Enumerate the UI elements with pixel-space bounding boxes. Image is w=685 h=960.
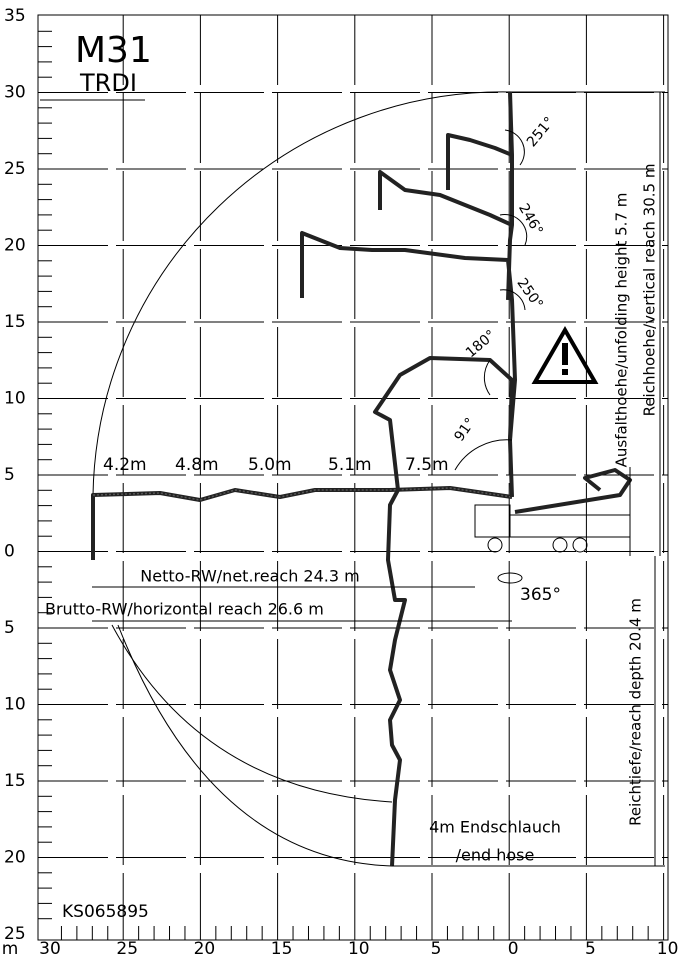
x-axis-label: 10 xyxy=(657,939,679,959)
boom-hatch xyxy=(92,487,513,501)
grid xyxy=(38,15,668,940)
truck xyxy=(474,468,632,553)
boom-pos-1 xyxy=(446,133,514,225)
depth-arc xyxy=(111,624,393,803)
section-length: 7.5m xyxy=(405,455,449,475)
boom-depth xyxy=(373,356,514,867)
reach-arc xyxy=(92,91,513,496)
x-axis-label: 25 xyxy=(116,939,138,959)
wheel xyxy=(572,537,588,553)
rotation-symbol xyxy=(497,572,523,584)
x-axis-label: 0 xyxy=(508,939,519,959)
wheel xyxy=(552,537,568,553)
variant: TRDI xyxy=(79,69,137,97)
x-axis-label: 10 xyxy=(348,939,370,959)
boom-horizontal xyxy=(91,486,513,560)
angle-arc xyxy=(454,439,513,471)
angle-arc xyxy=(499,214,528,246)
angle-arc xyxy=(483,359,491,396)
y-axis-label: 5 xyxy=(4,465,15,485)
y-axis-label: 25 xyxy=(4,159,26,179)
chassis xyxy=(509,514,631,538)
angle: 246° xyxy=(515,201,546,238)
end-hose: /end hose xyxy=(456,846,535,865)
y-axis-label: 35 xyxy=(4,6,26,26)
boom-top xyxy=(508,91,514,156)
section-length: 4.2m xyxy=(103,455,147,475)
y-axis-label: 10 xyxy=(4,389,26,409)
boom-pos-2 xyxy=(378,170,514,301)
vertical-reach: Reichhoehe/vertical reach 30.5 m xyxy=(641,164,659,417)
wheel xyxy=(487,537,503,553)
boom-pos-3 xyxy=(300,231,517,441)
end-hose: 4m Endschlauch xyxy=(429,818,561,837)
cab xyxy=(474,504,511,538)
y-axis-label: 0 xyxy=(4,542,15,562)
x-axis-label: 15 xyxy=(271,939,293,959)
x-axis-label: 30 xyxy=(39,939,61,959)
section-length: 4.8m xyxy=(175,455,219,475)
angle: 91° xyxy=(451,415,478,445)
folded-boom xyxy=(514,468,632,514)
angle: 250° xyxy=(513,275,545,312)
y-axis-label: 10 xyxy=(4,695,26,715)
y-axis-label: 25 xyxy=(4,924,26,944)
x-axis-label: m xyxy=(2,939,19,959)
y-axis-label: 15 xyxy=(4,771,26,791)
reach-depth: Reichtiefe/reach depth 20.4 m xyxy=(627,598,645,826)
angle-arc xyxy=(499,289,526,311)
unfolding-height: Ausfalthoehe/unfolding height 5.7 m xyxy=(613,193,631,468)
y-axis-label: 5 xyxy=(4,618,15,638)
x-axis-label: 20 xyxy=(194,939,216,959)
x-axis-label: 5 xyxy=(431,939,442,959)
depth-arc-outer xyxy=(117,624,393,867)
angle: 180° xyxy=(463,327,499,361)
net-reach: Netto-RW/net.reach 24.3 m xyxy=(140,567,359,586)
warning-triangle xyxy=(531,325,599,384)
y-axis-label: 15 xyxy=(4,312,26,332)
rotation: 365° xyxy=(520,585,561,605)
angle-arc xyxy=(504,129,525,166)
model: M31 xyxy=(75,30,152,71)
warning-dot xyxy=(562,369,568,375)
section-length: 5.1m xyxy=(328,455,372,475)
drawing-number: KS065895 xyxy=(62,902,149,922)
section-length: 5.0m xyxy=(248,455,292,475)
x-axis-label: 5 xyxy=(585,939,596,959)
warning-mark xyxy=(562,343,568,365)
y-axis-label: 30 xyxy=(4,83,26,103)
angle: 251° xyxy=(524,114,558,150)
y-axis-label: 20 xyxy=(4,236,26,256)
y-axis-label: 20 xyxy=(4,848,26,868)
frame xyxy=(37,14,669,941)
horizontal-reach: Brutto-RW/horizontal reach 26.6 m xyxy=(45,600,324,619)
